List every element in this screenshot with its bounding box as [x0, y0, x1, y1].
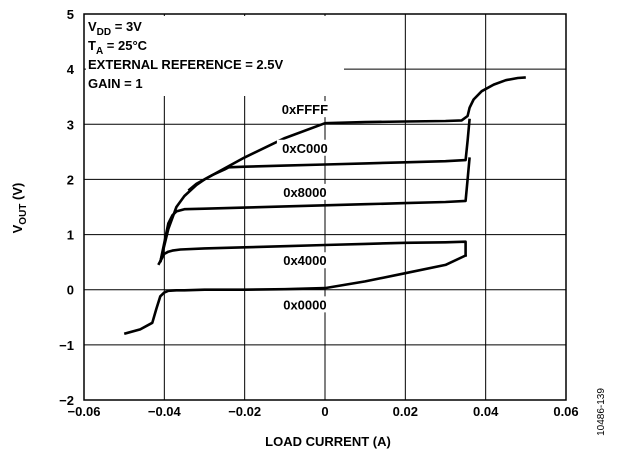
x-tick-label: 0.04: [473, 404, 499, 419]
annotation-line: TA = 25°C: [88, 38, 148, 57]
y-tick-label: 2: [67, 172, 74, 187]
y-tick-label: −2: [59, 393, 74, 408]
x-axis-label: LOAD CURRENT (A): [265, 434, 391, 449]
series-label-0x4000: 0x4000: [283, 253, 326, 268]
x-tick-label: −0.02: [228, 404, 261, 419]
x-tick-label: 0.02: [393, 404, 418, 419]
series-label-bg: [276, 296, 333, 313]
series-line-0xc000: [159, 118, 471, 263]
x-tick-label: −0.06: [68, 404, 101, 419]
y-axis-label-main: V: [10, 224, 25, 233]
tick-labels: −0.06 −0.04 −0.02 0 0.02 0.04 0.06 −2 −1 0 1 2 3 4 5: [59, 7, 578, 419]
y-tick-label: 4: [67, 62, 75, 77]
series-label-bg: [276, 183, 333, 200]
series-label-0xc000: 0xC000: [282, 141, 328, 156]
y-tick-label: 1: [67, 228, 74, 243]
series-line-0x0000: [123, 254, 467, 336]
series-line-0x4000: [157, 240, 467, 266]
y-axis-label-unit: (V): [10, 183, 25, 204]
x-tick-label: −0.04: [148, 404, 182, 419]
series-line-0x8000: [159, 157, 471, 263]
series-label-0xffff: 0xFFFF: [282, 102, 328, 117]
figure-number: 10486-139: [596, 388, 607, 436]
y-tick-label: 5: [67, 7, 74, 22]
y-axis-label: VOUT (V): [10, 183, 29, 234]
series-label-bg: [276, 139, 333, 156]
annotation-background: [86, 16, 344, 96]
y-tick-label: 0: [67, 283, 74, 298]
series-label-bg: [276, 101, 333, 118]
annotation-line: VDD = 3V: [88, 19, 142, 38]
series-label-bg: [276, 252, 333, 269]
y-tick-label: −1: [59, 338, 74, 353]
x-tick-label: 0: [321, 404, 328, 419]
y-tick-label: 3: [67, 117, 74, 132]
x-tick-label: 0.06: [553, 404, 578, 419]
annotation-line: GAIN = 1: [88, 76, 143, 91]
series-lines: [123, 76, 526, 336]
series-labels: 0xFFFF 0xC000 0x8000 0x4000 0x0000: [276, 101, 333, 313]
plot-frame: [83, 13, 567, 401]
series-label-0x8000: 0x8000: [283, 185, 326, 200]
annotation-line: EXTERNAL REFERENCE = 2.5V: [88, 57, 284, 72]
y-axis-label-sub: OUT: [18, 204, 29, 225]
series-label-0x0000: 0x0000: [283, 297, 326, 312]
